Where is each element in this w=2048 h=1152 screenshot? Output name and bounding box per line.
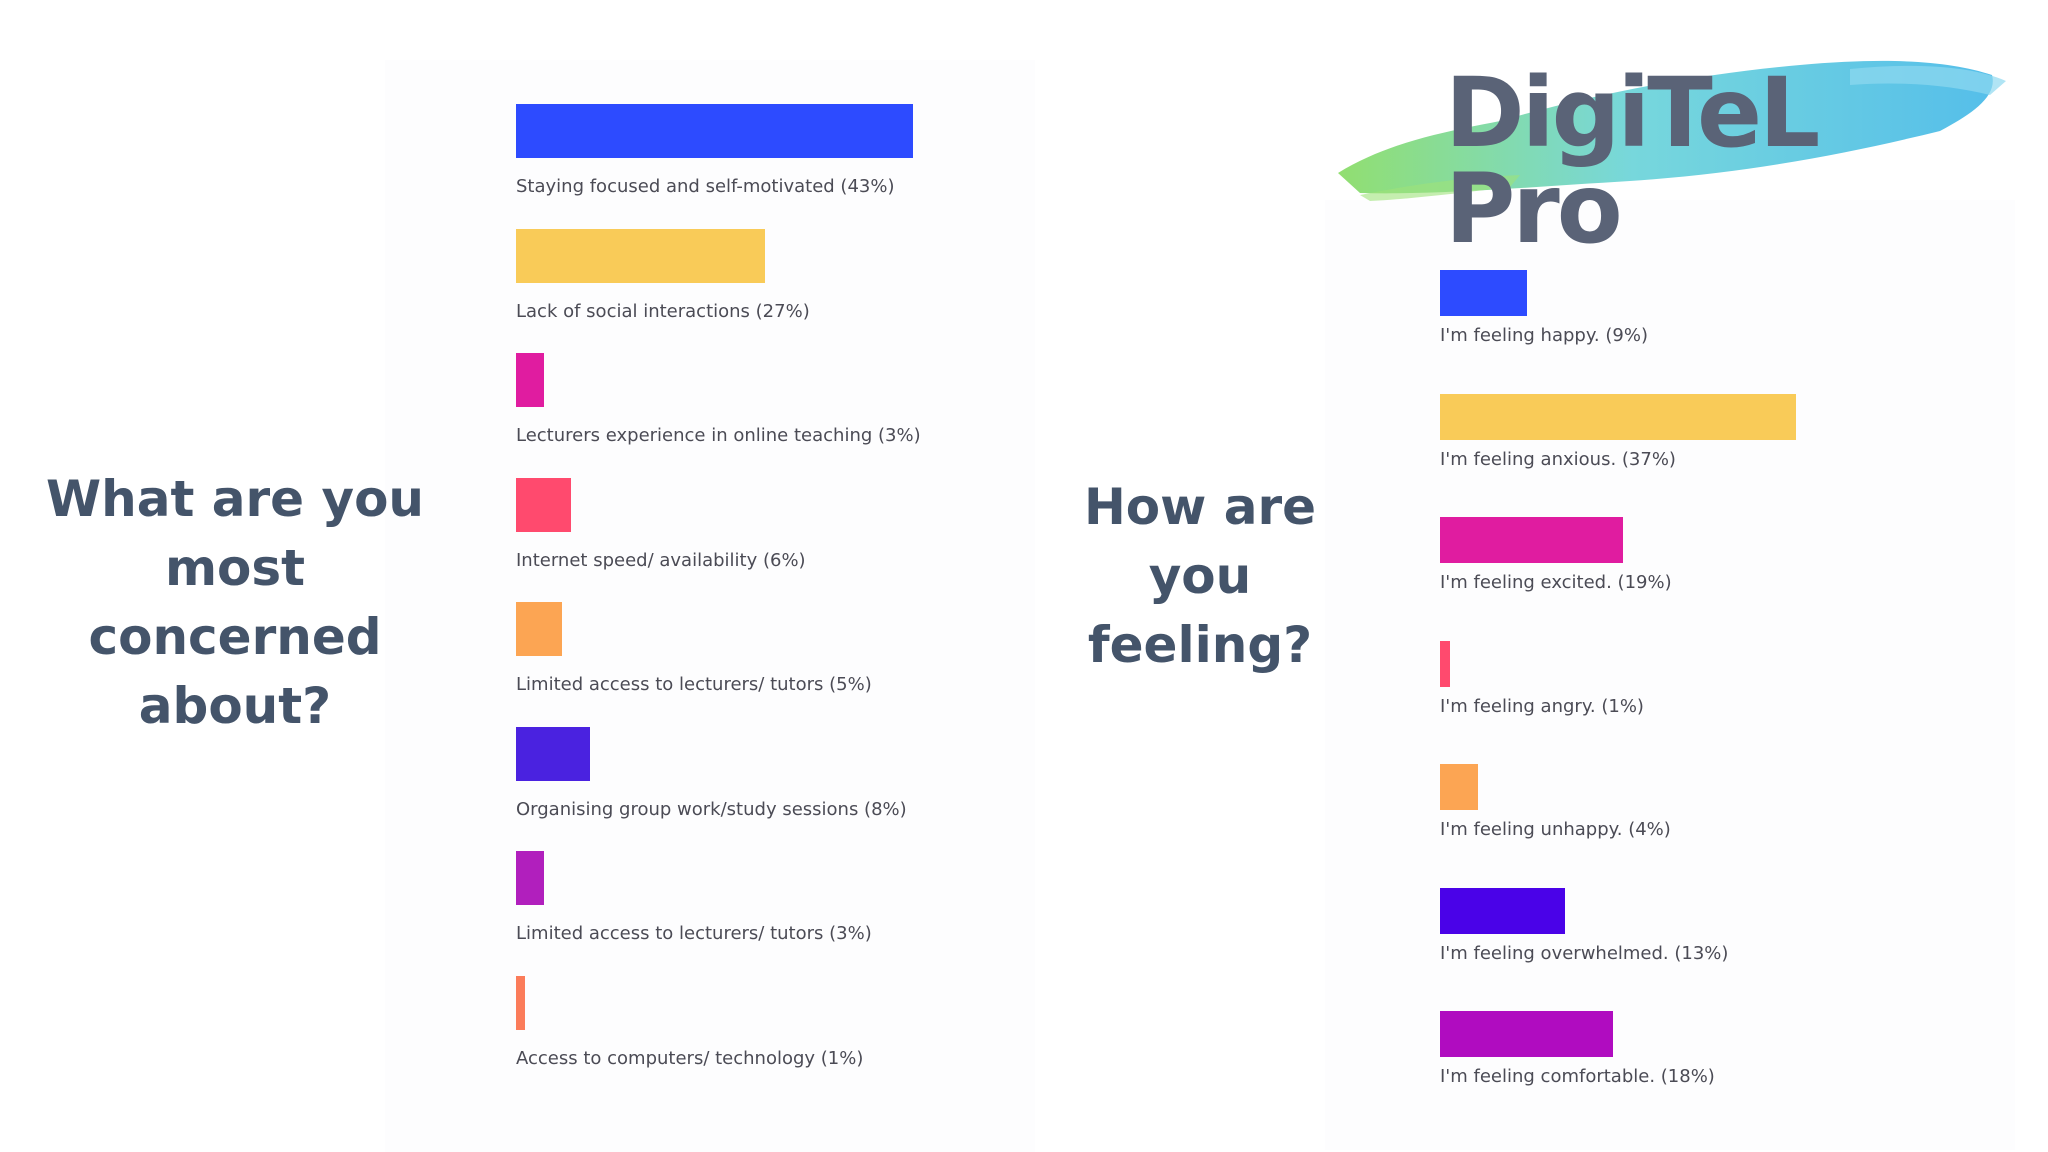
question-feelings: How are you feeling? [1083,478,1317,674]
bar-label-1: I'm feeling happy. (9%) [1440,325,1648,346]
bar-4 [1440,640,1450,687]
bar-3 [516,353,544,407]
bar-2 [1440,393,1796,440]
bar-6 [1440,887,1566,934]
feelings-bar-chart: I'm feeling happy. (9%) I'm feeling anxio… [1440,270,1960,1100]
bar-1 [516,104,913,158]
bar-5 [516,602,563,656]
bar-5 [1440,764,1479,810]
bar-label-5: Limited access to lecturers/ tutors (5%) [516,674,872,695]
bar-8 [516,975,526,1030]
question-concerns: What are you most concerned about? [45,470,425,735]
bar-1 [1440,270,1527,316]
logo-wordmark: DigiTeL Pro [1445,57,1820,265]
bar-7 [1440,1011,1614,1057]
bar-7 [516,851,544,905]
digitel-pro-logo: DigiTeL Pro [1330,45,2010,257]
bar-label-6: Organising group work/study sessions (8%… [516,798,907,820]
concerns-bar-chart: Staying focused and self-motivated (43%)… [516,104,1016,1094]
bar-3 [1440,517,1623,563]
bar-label-3: Lecturers experience in online teaching … [516,425,921,446]
bar-label-6: I'm feeling overwhelmed. (13%) [1440,942,1729,964]
bar-label-2: Lack of social interactions (27%) [516,300,810,322]
bar-label-1: Staying focused and self-motivated (43%) [516,176,895,197]
bar-label-4: I'm feeling angry. (1%) [1440,695,1644,717]
bar-6 [516,726,590,781]
bar-label-5: I'm feeling unhappy. (4%) [1440,819,1671,840]
bar-label-8: Access to computers/ technology (1%) [516,1047,864,1069]
brush-stroke-graphic [1338,60,2006,201]
bar-label-4: Internet speed/ availability (6%) [516,549,806,571]
bar-label-2: I'm feeling anxious. (37%) [1440,448,1676,470]
bar-label-7: Limited access to lecturers/ tutors (3%) [516,923,872,944]
bar-2 [516,228,766,283]
bar-4 [516,477,572,532]
bar-label-7: I'm feeling comfortable. (18%) [1440,1066,1715,1087]
bar-label-3: I'm feeling excited. (19%) [1440,572,1672,593]
